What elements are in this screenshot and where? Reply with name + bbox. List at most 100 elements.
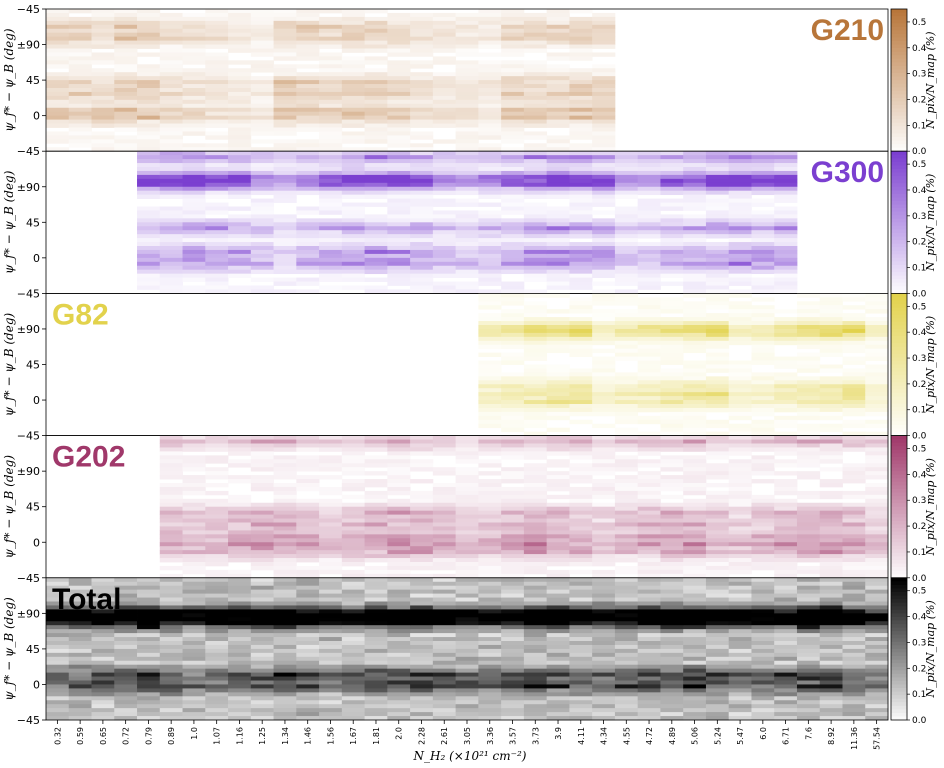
heatmap-cell (865, 609, 889, 614)
heatmap-cell (205, 186, 229, 192)
heatmap-cell (637, 688, 661, 693)
heatmap-cell (569, 119, 593, 124)
heatmap-cell (569, 498, 593, 504)
heatmap-cell (523, 246, 548, 251)
heatmap-cell (46, 80, 70, 85)
heatmap-cell (865, 498, 889, 504)
heatmap-cell (683, 222, 707, 227)
heatmap-cell (387, 475, 411, 480)
heatmap-cell (728, 249, 752, 255)
colorbar-step (891, 691, 907, 696)
heatmap-cell (387, 178, 411, 184)
heatmap-cell (637, 558, 661, 563)
heatmap-cell (660, 261, 684, 267)
heatmap-cell (478, 704, 502, 709)
heatmap-cell (478, 522, 502, 527)
heatmap-cell (751, 629, 775, 634)
heatmap-cell (523, 617, 548, 622)
heatmap-cell (137, 72, 161, 77)
heatmap-cell (182, 36, 206, 41)
heatmap-cell (842, 325, 866, 330)
heatmap-cell (182, 60, 206, 65)
heatmap-cell (91, 9, 115, 14)
heatmap-cell (137, 12, 161, 18)
heatmap-cell (91, 36, 115, 41)
heatmap-cell (319, 633, 343, 638)
colorbar-step (891, 677, 907, 682)
heatmap-cell (478, 115, 502, 120)
heatmap-cell (114, 99, 138, 105)
heatmap-cell (774, 704, 798, 709)
colorbar-step (891, 360, 907, 365)
heatmap-cell (46, 688, 70, 693)
heatmap-cell (182, 554, 206, 559)
heatmap-cell (774, 479, 798, 484)
heatmap-cell (455, 648, 479, 654)
heatmap-cell (523, 593, 548, 598)
heatmap-cell (432, 704, 457, 709)
heatmap-cell (796, 435, 821, 440)
colorbar-step (891, 403, 907, 408)
heatmap-cell (546, 554, 570, 559)
heatmap-cell (296, 281, 320, 286)
heatmap-cell (501, 558, 525, 563)
heatmap-cell (364, 95, 388, 101)
heatmap-cell (751, 313, 775, 318)
heatmap-cell (728, 550, 752, 555)
heatmap-cell (569, 242, 593, 247)
heatmap-cell (728, 368, 752, 373)
heatmap-cell (114, 60, 138, 65)
heatmap-cell (614, 550, 639, 555)
heatmap-cell (296, 467, 320, 472)
panel-title: G300 (811, 156, 884, 189)
heatmap-cell (478, 364, 502, 369)
panel-title: G210 (811, 14, 884, 47)
colorbar-step (891, 648, 907, 653)
heatmap-cell (296, 483, 320, 488)
heatmap-cell (683, 486, 707, 492)
heatmap-cell (728, 234, 752, 239)
heatmap-cell (569, 91, 593, 97)
heatmap-cell (387, 538, 411, 543)
colorbar-step (891, 112, 907, 117)
heatmap-cell (228, 629, 252, 634)
heatmap-cell (432, 585, 457, 591)
heatmap-cell (728, 538, 752, 543)
heatmap-cell (774, 380, 798, 385)
heatmap-cell (705, 684, 730, 689)
heatmap-cell (137, 95, 161, 101)
colorbar-step (891, 428, 907, 433)
heatmap-cell (705, 565, 730, 571)
heatmap-cell (387, 573, 411, 579)
heatmap-cell (478, 186, 502, 192)
heatmap-cell (205, 613, 229, 618)
heatmap-cell (319, 99, 343, 105)
heatmap-cell (364, 617, 388, 622)
heatmap-cell (273, 99, 297, 105)
heatmap-cell (614, 700, 639, 705)
heatmap-cell (341, 455, 365, 460)
heatmap-cell (523, 411, 548, 417)
heatmap-cell (478, 72, 502, 77)
heatmap-cell (523, 222, 548, 227)
heatmap-cell (796, 380, 821, 385)
heatmap-cell (478, 107, 502, 113)
heatmap-cell (114, 637, 138, 642)
heatmap-cell (432, 202, 457, 207)
heatmap-cell (592, 593, 616, 598)
heatmap-cell (432, 76, 457, 81)
heatmap-cell (501, 80, 525, 85)
heatmap-cell (432, 518, 457, 523)
heatmap-cell (546, 293, 570, 298)
heatmap-cell (705, 297, 730, 302)
heatmap-cell (68, 24, 92, 30)
heatmap-cell (205, 190, 229, 196)
heatmap-cell (114, 601, 138, 606)
heatmap-cell (455, 530, 479, 535)
heatmap-cell (501, 135, 525, 140)
heatmap-cell (478, 147, 502, 152)
heatmap-cell (296, 459, 320, 464)
heatmap-cell (569, 340, 593, 346)
colorbar-step (891, 368, 907, 373)
heatmap-cell (228, 222, 252, 227)
